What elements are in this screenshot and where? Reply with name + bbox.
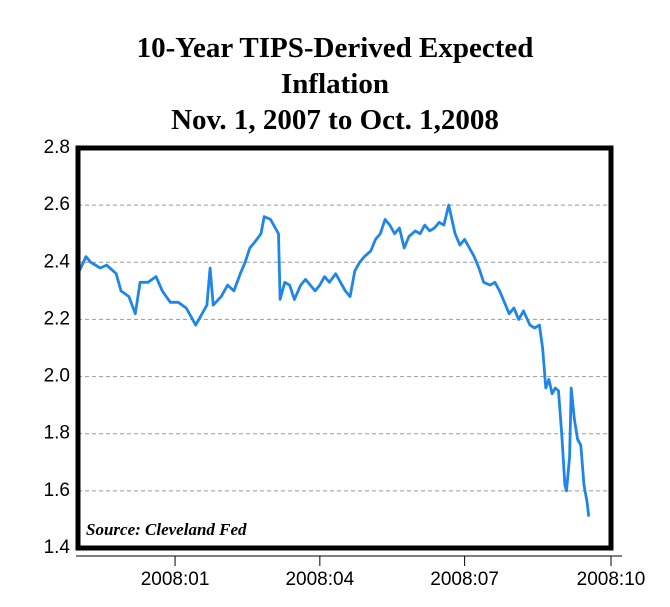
y-tick-label: 2.8 bbox=[44, 137, 70, 158]
line bbox=[76, 203, 591, 517]
annotation: Source: Cleveland Fed bbox=[86, 520, 247, 539]
y-tick-label: 1.8 bbox=[44, 423, 70, 444]
chart-subtitle: Nov. 1, 2007 to Oct. 1,2008 bbox=[171, 104, 499, 136]
y-tick-label: 2.2 bbox=[44, 308, 70, 329]
y-tick-label: 2.0 bbox=[44, 366, 70, 387]
x-tick-label: 2008:07 bbox=[430, 569, 499, 590]
x-tick-label: 2008:01 bbox=[141, 569, 210, 590]
chart-title: 10-Year TIPS-Derived Expected Inflation bbox=[136, 32, 534, 100]
x-tick-label: 2008:04 bbox=[285, 569, 354, 590]
x-tick-label: 2008:10 bbox=[577, 569, 646, 590]
y-tick-label: 2.6 bbox=[44, 194, 70, 215]
y-tick-label: 1.6 bbox=[44, 480, 70, 501]
plot-frame bbox=[75, 145, 614, 551]
y-tick-label: 1.4 bbox=[44, 537, 71, 558]
y-tick-label: 2.4 bbox=[44, 251, 71, 272]
